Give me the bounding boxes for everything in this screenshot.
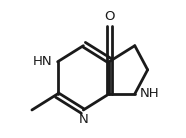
Text: NH: NH <box>140 87 159 100</box>
Text: O: O <box>104 10 114 23</box>
Text: N: N <box>78 113 88 126</box>
Text: HN: HN <box>33 55 53 68</box>
